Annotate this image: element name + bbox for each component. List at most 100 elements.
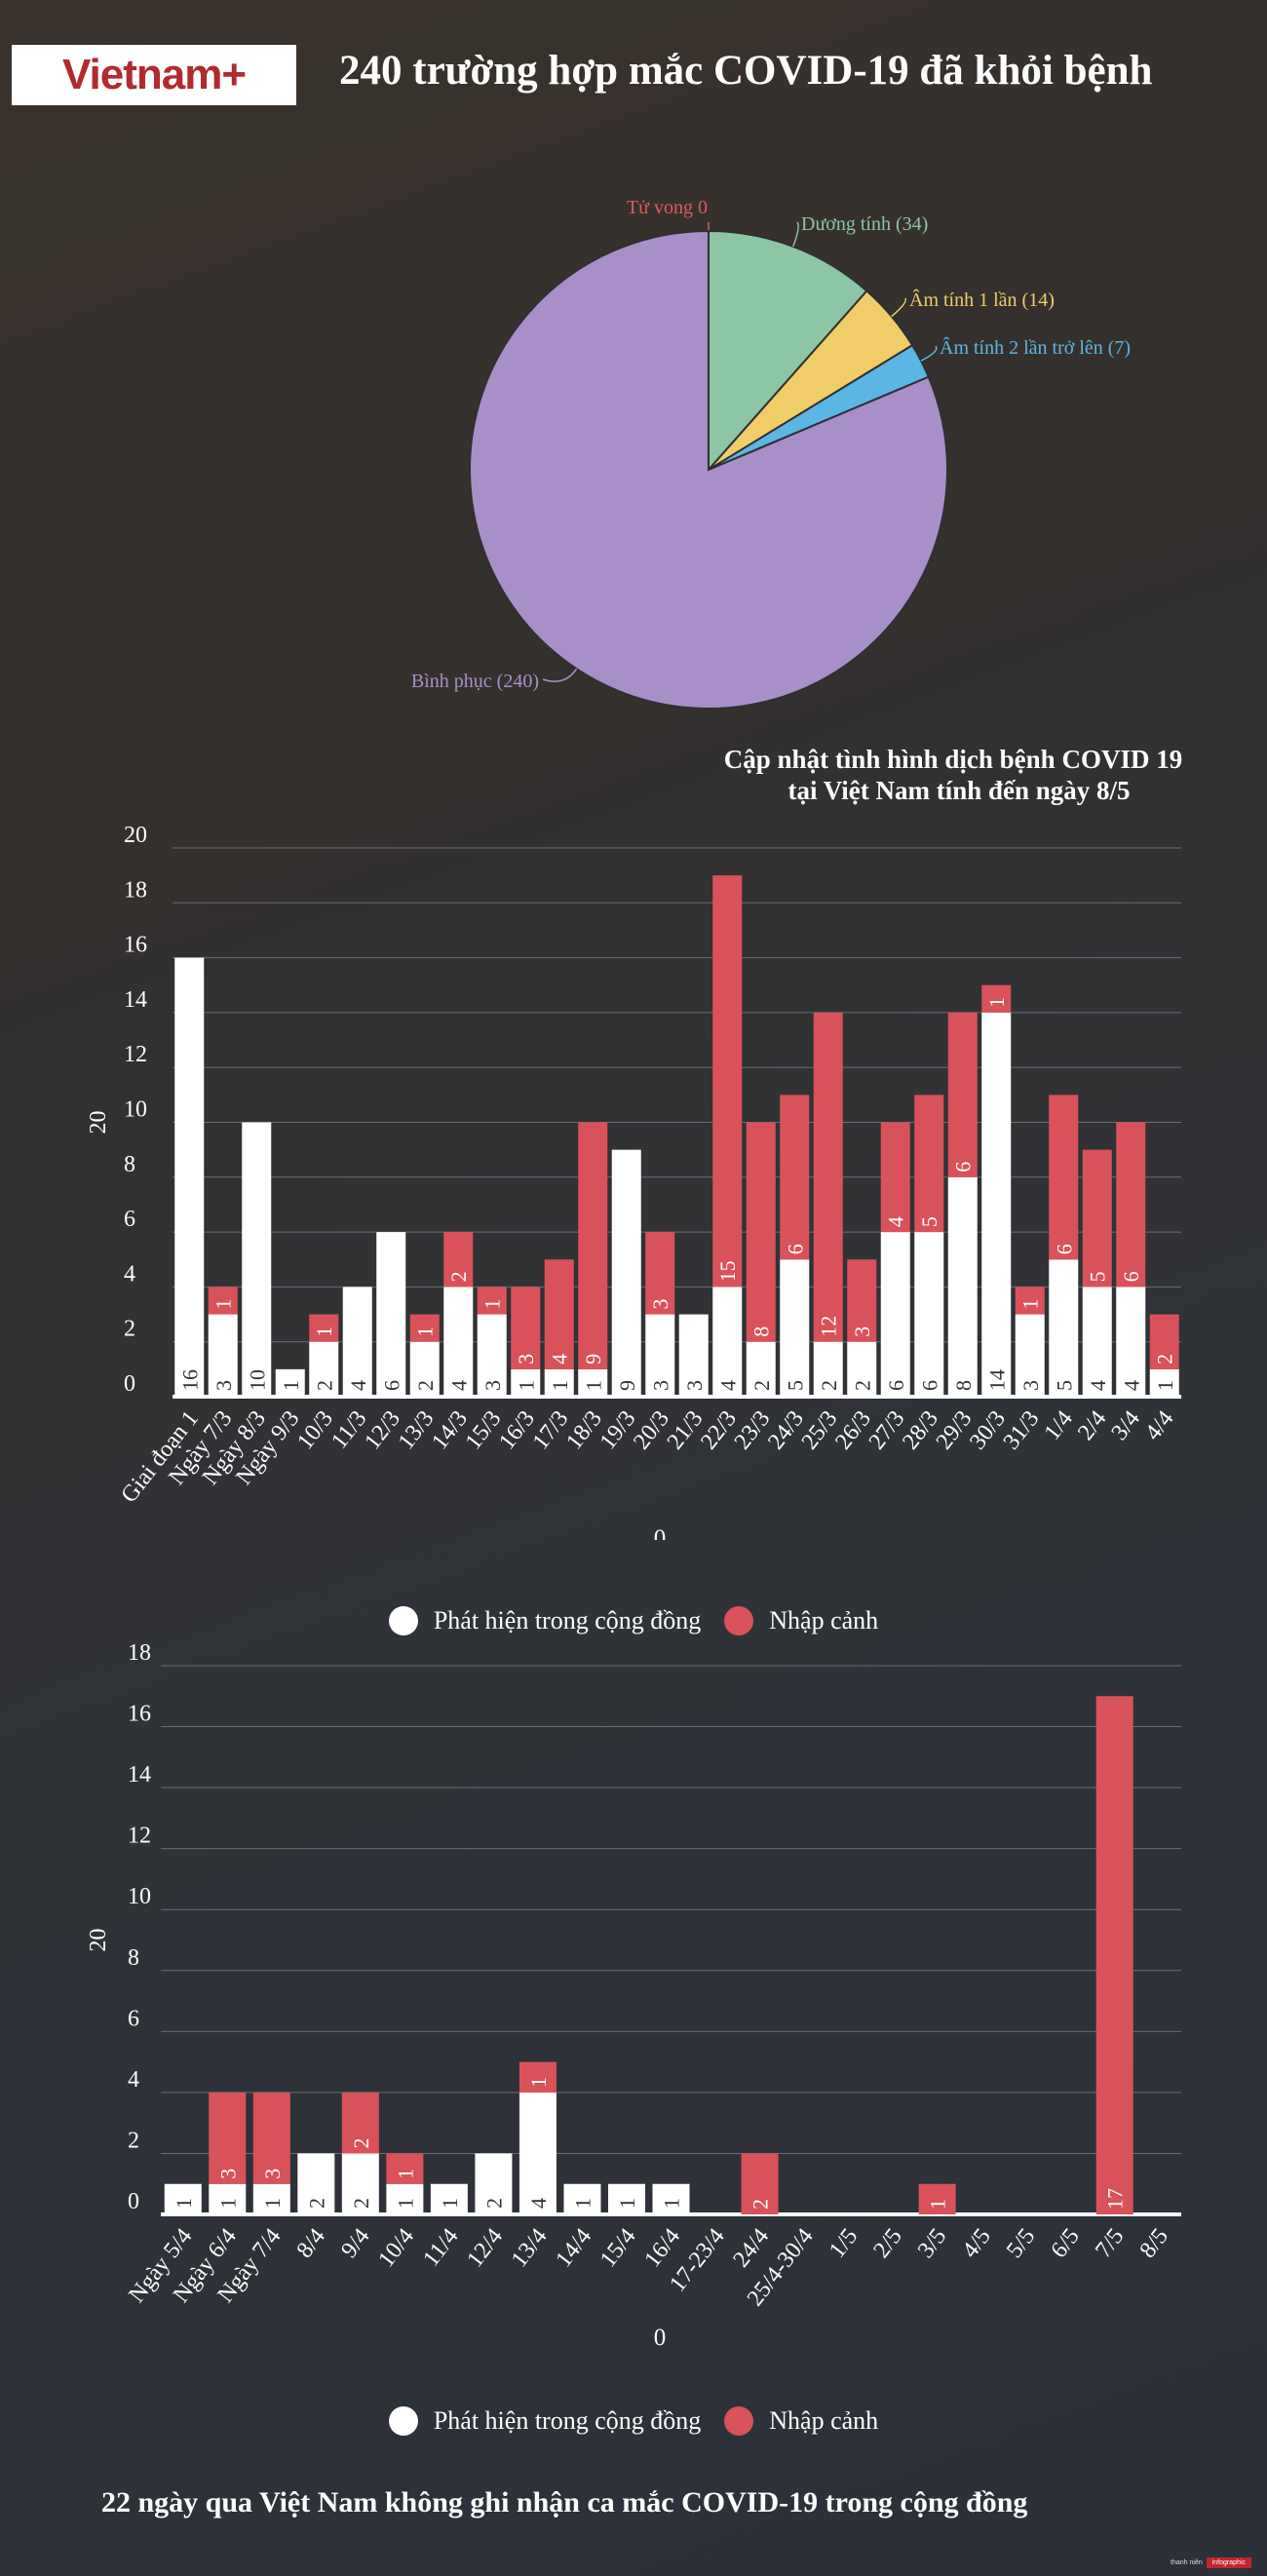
x-axis-label: 0 (654, 1525, 667, 1540)
y-tick-label: 18 (124, 877, 147, 903)
pie-slice-label: Tử vong 0 (627, 197, 708, 218)
legend-dot-import (724, 2406, 754, 2436)
y-tick-label: 16 (128, 1702, 151, 1727)
legend-chart1: Phát hiện trong cộng đồng Nhập cảnh (0, 1606, 1267, 1635)
bar-community (475, 2153, 513, 2214)
bar-community (563, 2183, 601, 2214)
x-tick-label: 18/3 (561, 1406, 607, 1455)
bar-import (914, 1095, 944, 1233)
x-tick-label: 31/3 (999, 1406, 1045, 1455)
bar-label-import: 6 (1052, 1244, 1076, 1254)
x-tick-label: 20/3 (629, 1406, 674, 1455)
bar-label-import: 2 (349, 2137, 373, 2148)
x-tick-label: 9/4 (336, 2224, 374, 2263)
bar-import (511, 1287, 541, 1369)
bar-label-import: 8 (749, 1326, 774, 1337)
legend-label-community: Phát hiện trong cộng đồng (433, 2406, 702, 2435)
x-tick-label: 2/5 (868, 2224, 906, 2263)
bar-community (341, 2153, 379, 2214)
bar-community (544, 1368, 574, 1397)
legend-label-import: Nhập cảnh (769, 2406, 879, 2435)
y-tick-label: 4 (124, 1261, 135, 1287)
pie-slice (469, 229, 948, 710)
bar-import (1149, 1314, 1179, 1369)
bar-community (443, 1287, 474, 1397)
x-tick-label: 13/3 (394, 1406, 440, 1455)
bar-label-community: 2 (349, 2198, 373, 2209)
bar-label-community: 4 (1119, 1380, 1143, 1391)
bar-label-community: 10 (245, 1369, 269, 1391)
bar-import (518, 2061, 557, 2093)
bar-label-community: 3 (1018, 1380, 1043, 1391)
bar-label-community: 2 (413, 1380, 438, 1391)
pie-slice-label: Âm tính 1 lần (14) (909, 288, 1055, 311)
x-tick-label: 1/4 (1040, 1406, 1078, 1445)
x-tick-label: 15/3 (461, 1406, 507, 1455)
bar-label-community: 3 (682, 1380, 707, 1391)
y-tick-label: 12 (128, 1824, 151, 1849)
pie-leader-line (542, 668, 578, 682)
bar-label-import: 1 (211, 1299, 236, 1310)
bar-import (645, 1232, 675, 1315)
legend-label-community: Phát hiện trong cộng đồng (433, 1606, 702, 1634)
bar-label-community: 6 (884, 1380, 908, 1391)
footer-note: 22 ngày qua Việt Nam không ghi nhận ca m… (101, 2486, 1028, 2518)
y-tick-label: 4 (128, 2067, 139, 2093)
bar-label-community: 4 (446, 1380, 471, 1391)
x-tick-label: 3/4 (1107, 1406, 1145, 1445)
bar-label-import: 15 (715, 1260, 740, 1282)
y-tick-label: 6 (128, 2006, 139, 2031)
pie-slice-label: Bình phục (240) (411, 671, 539, 692)
x-tick-label: 12/4 (462, 2224, 508, 2273)
x-tick-label: 19/3 (595, 1406, 641, 1455)
bar-import (386, 2153, 424, 2184)
bar-label-community: 1 (1153, 1380, 1177, 1391)
bar-label-community: 8 (951, 1380, 976, 1391)
bar-import (880, 1122, 910, 1233)
bar-label-community: 3 (480, 1380, 505, 1391)
x-tick-label: 30/3 (965, 1406, 1011, 1455)
bar-community (947, 1176, 978, 1397)
bar-community (746, 1341, 776, 1397)
y-tick-label: 10 (124, 1097, 147, 1123)
bar-community (607, 2183, 645, 2214)
x-tick-label: 8/4 (292, 2224, 330, 2263)
bar-community (209, 2183, 247, 2214)
bar-label-community: 1 (660, 2198, 684, 2209)
y-tick-label: 8 (128, 1945, 139, 1971)
x-tick-label: 14/3 (427, 1406, 473, 1455)
bar-community (275, 1368, 305, 1397)
bar-label-community: 1 (172, 2198, 196, 2209)
bar-community (652, 2183, 690, 2214)
x-tick-label: 8/5 (1135, 2224, 1173, 2263)
y-tick-label: 18 (128, 1640, 151, 1666)
x-tick-label: 28/3 (898, 1406, 943, 1455)
y-tick-label: 2 (128, 2128, 139, 2153)
x-tick-label: 13/4 (507, 2224, 553, 2273)
bar-label-import: 5 (1086, 1271, 1110, 1282)
bar-label-import: 3 (215, 2169, 240, 2179)
bar-import (918, 2183, 956, 2214)
bar-label-community: 4 (715, 1380, 740, 1391)
pie-leader-line (891, 297, 907, 318)
bar-import (341, 2092, 379, 2154)
y-axis-label: 20 (86, 1929, 111, 1952)
bar-community (309, 1341, 339, 1397)
y-tick-label: 2 (124, 1317, 135, 1342)
y-tick-label: 14 (128, 1762, 151, 1788)
bar-import (947, 1012, 978, 1177)
page-title: 240 trường hợp mắc COVID-19 đã khỏi bệnh (339, 48, 1153, 94)
bar-label-import: 6 (783, 1244, 807, 1254)
legend-dot-community (388, 2406, 418, 2436)
bar-community (645, 1314, 675, 1397)
x-tick-label: 10/4 (373, 2224, 419, 2273)
x-tick-label: 11/4 (418, 2224, 463, 2272)
y-tick-label: 6 (124, 1207, 135, 1232)
bar-import (780, 1095, 810, 1260)
bar-community (174, 957, 205, 1397)
bar-label-import: 1 (526, 2077, 551, 2088)
bar-import (741, 2153, 779, 2214)
bar-label-community: 2 (481, 2198, 506, 2209)
x-tick-label: 4/5 (958, 2224, 996, 2263)
legend-dot-community (388, 1606, 418, 1635)
